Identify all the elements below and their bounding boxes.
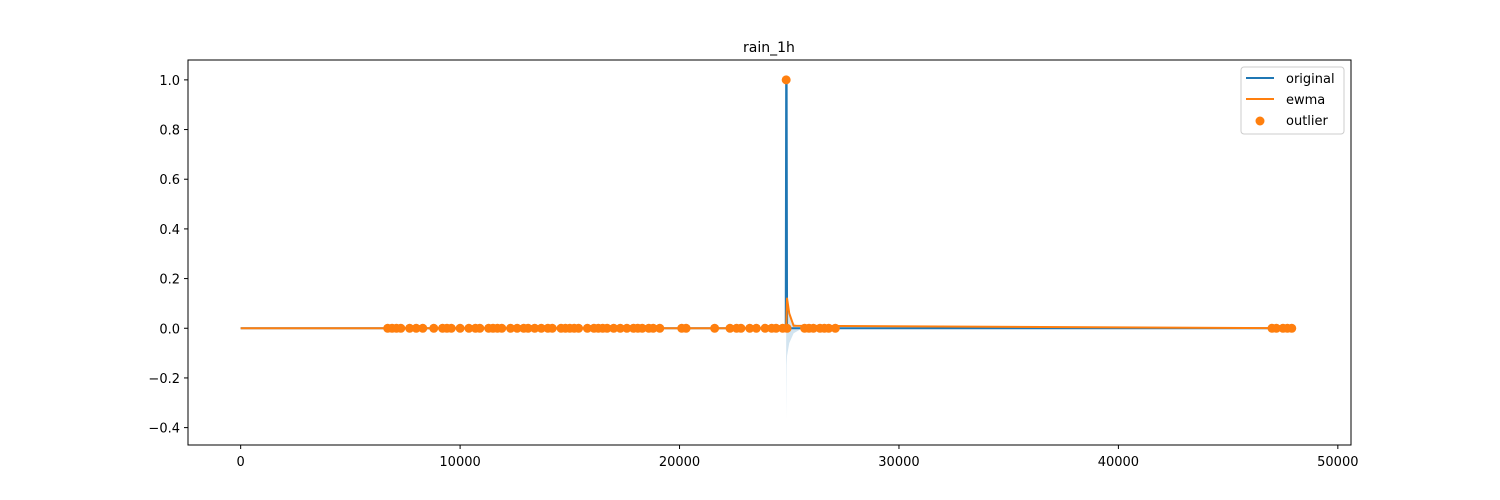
y-tick-label: 1.0 <box>159 74 180 89</box>
y-tick-label: −0.2 <box>148 372 180 387</box>
outlier-point <box>1271 323 1281 333</box>
y-tick-label: 0.4 <box>159 223 180 238</box>
outlier-point <box>547 323 557 333</box>
y-tick-label: −0.4 <box>148 422 180 437</box>
outlier-point <box>830 323 840 333</box>
plot-frame <box>187 59 1352 446</box>
outlier-point <box>506 323 516 333</box>
outlier-point <box>446 323 456 333</box>
y-axis-ticks: −0.4 −0.2 0.0 0.2 0.4 0.6 0.8 1.0 <box>148 74 188 437</box>
outlier-point <box>464 323 474 333</box>
outlier-point <box>497 323 507 333</box>
x-axis-ticks: 0 10000 20000 30000 40000 50000 <box>237 445 1359 470</box>
outlier-point <box>760 323 770 333</box>
confidence-band-layer <box>786 241 803 421</box>
outlier-point <box>681 323 691 333</box>
x-tick-label: 40000 <box>1098 455 1139 470</box>
outlier-point <box>536 323 546 333</box>
outlier-point <box>530 323 540 333</box>
legend-label-outlier: outlier <box>1286 114 1329 129</box>
series-line-ewma <box>240 297 1294 330</box>
x-tick-label: 50000 <box>1317 455 1358 470</box>
outlier-point <box>745 323 755 333</box>
outlier-point <box>808 323 818 333</box>
x-tick-label: 0 <box>237 455 245 470</box>
plot-background <box>188 60 1351 445</box>
outlier-point <box>710 323 720 333</box>
outlier-point <box>405 323 415 333</box>
outlier-point <box>418 323 428 333</box>
outlier-point <box>655 323 665 333</box>
outlier-point <box>615 323 625 333</box>
y-tick-label: 0.6 <box>159 173 180 188</box>
outlier-point <box>512 323 522 333</box>
outlier-point <box>602 323 612 333</box>
x-tick-label: 30000 <box>878 455 919 470</box>
outlier-point <box>574 323 584 333</box>
outlier-point <box>781 75 791 85</box>
outlier-point <box>475 323 485 333</box>
outlier-point <box>396 323 406 333</box>
outlier-point <box>648 323 658 333</box>
outlier-point <box>411 323 421 333</box>
outlier-point <box>725 323 735 333</box>
ewma-band <box>786 241 803 421</box>
outlier-point <box>1287 323 1297 333</box>
outlier-point <box>736 323 746 333</box>
outlier-point <box>751 323 761 333</box>
outlier-point <box>637 323 647 333</box>
y-tick-label: 0.0 <box>159 322 180 337</box>
legend: original ewma outlier <box>1240 66 1345 135</box>
outlier-point <box>824 323 834 333</box>
outlier-point <box>609 323 619 333</box>
x-tick-label: 10000 <box>439 455 480 470</box>
outlier-point <box>455 323 465 333</box>
outlier-point <box>782 323 792 333</box>
outlier-point <box>622 323 632 333</box>
outlier-point <box>523 323 533 333</box>
outlier-points-layer <box>383 75 1297 333</box>
legend-label-ewma: ewma <box>1286 93 1325 108</box>
chart-title: rain_1h <box>743 40 795 56</box>
legend-swatch-outlier <box>1255 116 1265 126</box>
outlier-point <box>771 323 781 333</box>
x-tick-label: 20000 <box>659 455 700 470</box>
outlier-point <box>582 323 592 333</box>
outlier-point <box>429 323 439 333</box>
y-tick-label: 0.2 <box>159 273 180 288</box>
y-tick-label: 0.8 <box>159 124 180 139</box>
legend-label-original: original <box>1286 72 1335 87</box>
legend-box <box>1240 66 1345 135</box>
